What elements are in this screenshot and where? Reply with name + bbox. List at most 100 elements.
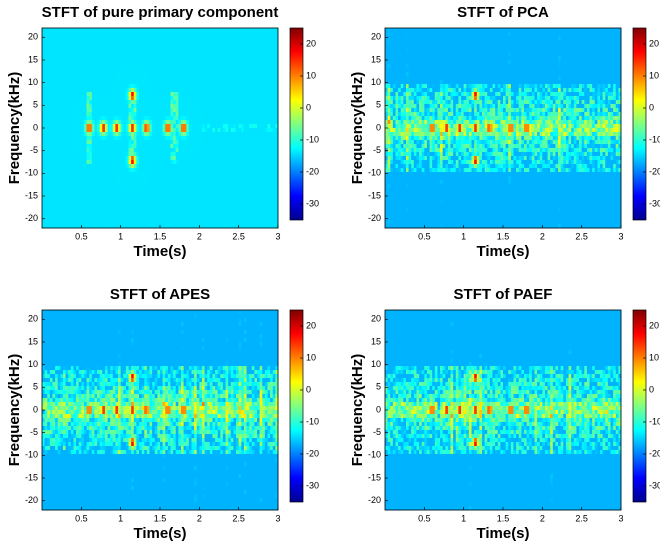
spectrogram-cell — [401, 124, 404, 128]
spectrogram-cell — [126, 36, 129, 40]
spectrogram-cell — [97, 128, 100, 132]
spectrogram-cell — [260, 128, 263, 132]
spectrogram-cell — [81, 168, 84, 172]
spectrogram-cell — [100, 200, 103, 204]
spectrogram-cell — [136, 116, 139, 120]
spectrogram-cell — [110, 144, 113, 148]
spectrogram-cell — [273, 36, 276, 40]
spectrogram-cell — [236, 88, 239, 92]
spectrogram-cell — [92, 184, 95, 188]
spectrogram-cell — [393, 84, 396, 88]
spectrogram-cell — [155, 176, 158, 180]
spectrogram-cell — [55, 92, 58, 96]
spectrogram-cell — [45, 136, 48, 140]
spectrogram-cell — [108, 148, 111, 152]
spectrogram-cell — [92, 92, 95, 96]
spectrogram-cell — [92, 76, 95, 80]
spectrogram-cell — [97, 148, 100, 152]
spectrogram-cell — [270, 40, 273, 44]
spectrogram-cell — [134, 92, 137, 96]
spectrogram-cell — [97, 88, 100, 92]
spectrogram-cell — [247, 192, 250, 196]
spectrogram-cell — [131, 28, 134, 32]
spectrogram-cell — [142, 208, 145, 212]
spectrogram-cell — [134, 212, 137, 216]
spectrogram-cell — [108, 56, 111, 60]
spectrogram-cell — [150, 128, 153, 132]
spectrogram-cell — [110, 52, 113, 56]
spectrogram-cell — [398, 80, 401, 84]
spectrogram-cell — [126, 196, 129, 200]
spectrogram-cell — [173, 32, 176, 36]
spectrogram-cell — [170, 40, 173, 44]
spectrogram-cell — [97, 144, 100, 148]
spectrogram-cell — [123, 100, 126, 104]
spectrogram-cell — [176, 172, 179, 176]
spectrogram-cell — [108, 88, 111, 92]
spectrogram-cell — [168, 112, 171, 116]
spectrogram-cell — [163, 72, 166, 76]
spectrogram-cell — [123, 76, 126, 80]
spectrogram-cell — [76, 196, 79, 200]
spectrogram-cell — [110, 176, 113, 180]
spectrogram-cell — [63, 144, 66, 148]
spectrogram-cell — [207, 48, 210, 52]
spectrogram-cell — [270, 220, 273, 224]
spectrogram-cell — [260, 160, 263, 164]
spectrogram-cell — [150, 64, 153, 68]
spectrogram-cell — [197, 152, 200, 156]
spectrogram-cell — [194, 148, 197, 152]
spectrogram-cell — [205, 216, 208, 220]
spectrogram-cell — [173, 196, 176, 200]
spectrogram-cell — [55, 164, 58, 168]
spectrogram-cell — [113, 112, 116, 116]
spectrogram-cell — [89, 184, 92, 188]
spectrogram-cell — [129, 144, 132, 148]
spectrogram-cell — [176, 104, 179, 108]
spectrogram-cell — [42, 128, 45, 132]
spectrogram-cell — [73, 132, 76, 136]
spectrogram-cell — [115, 64, 118, 68]
spectrogram-cell — [110, 204, 113, 208]
spectrogram-cell — [231, 172, 234, 176]
spectrogram-cell — [147, 144, 150, 148]
spectrogram-cell — [139, 108, 142, 112]
spectrogram-cell — [94, 212, 97, 216]
spectrogram-cell — [388, 180, 391, 184]
spectrogram-cell — [401, 116, 404, 120]
spectrogram-cell — [63, 108, 66, 112]
spectrogram-cell — [262, 112, 265, 116]
spectrogram-cell — [181, 64, 184, 68]
spectrogram-cell — [45, 28, 48, 32]
spectrogram-cell — [79, 64, 82, 68]
spectrogram-cell — [401, 108, 404, 112]
spectrogram-cell — [126, 176, 129, 180]
spectrogram-cell — [108, 44, 111, 48]
spectrogram-cell — [202, 48, 205, 52]
spectrogram-cell — [231, 208, 234, 212]
spectrogram-cell — [262, 84, 265, 88]
spectrogram-cell — [147, 52, 150, 56]
spectrogram-cell — [270, 192, 273, 196]
spectrogram-cell — [89, 196, 92, 200]
spectrogram-cell — [144, 104, 147, 108]
spectrogram-cell — [228, 180, 231, 184]
spectrogram-cell — [142, 92, 145, 96]
spectrogram-cell — [244, 140, 247, 144]
spectrogram-cell — [205, 52, 208, 56]
spectrogram-cell — [205, 140, 208, 144]
spectrogram-cell — [395, 208, 398, 212]
spectrogram-cell — [142, 116, 145, 120]
spectrogram-cell — [73, 40, 76, 44]
spectrogram-cell — [121, 28, 124, 32]
spectrogram-cell — [254, 136, 257, 140]
spectrogram-cell — [265, 76, 268, 80]
spectrogram-cell — [47, 216, 50, 220]
spectrogram-cell — [212, 132, 215, 136]
spectrogram-cell — [45, 92, 48, 96]
spectrogram-cell — [45, 168, 48, 172]
spectrogram-cell — [268, 36, 271, 40]
spectrogram-cell — [76, 208, 79, 212]
spectrogram-cell — [173, 40, 176, 44]
spectrogram-cell — [97, 208, 100, 212]
